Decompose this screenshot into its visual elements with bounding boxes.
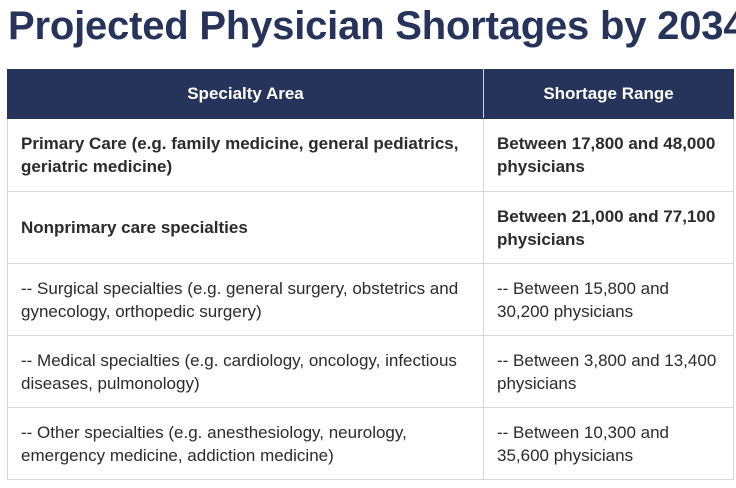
column-header-range: Shortage Range xyxy=(483,69,734,119)
page-title: Projected Physician Shortages by 2034 xyxy=(8,4,736,48)
specialty-cell: -- Surgical specialties (e.g. general su… xyxy=(7,263,484,336)
range-cell: Between 17,800 and 48,000 physicians xyxy=(483,118,734,192)
table-header-row: Specialty Area Shortage Range xyxy=(7,69,734,119)
specialty-cell: -- Medical specialties (e.g. cardiology,… xyxy=(7,335,484,408)
table-row: -- Other specialties (e.g. anesthesiolog… xyxy=(7,407,734,480)
range-cell: Between 21,000 and 77,100 physicians xyxy=(483,191,734,264)
table-row: -- Medical specialties (e.g. cardiology,… xyxy=(7,335,734,408)
table-row: Primary Care (e.g. family medicine, gene… xyxy=(7,118,734,192)
range-cell: -- Between 3,800 and 13,400 physicians xyxy=(483,335,734,408)
range-cell: -- Between 10,300 and 35,600 physicians xyxy=(483,407,734,480)
column-header-specialty: Specialty Area xyxy=(7,69,484,119)
specialty-cell: Primary Care (e.g. family medicine, gene… xyxy=(7,118,484,192)
shortage-table: Specialty Area Shortage Range Primary Ca… xyxy=(7,69,734,480)
specialty-cell: -- Other specialties (e.g. anesthesiolog… xyxy=(7,407,484,480)
table-row: Nonprimary care specialties Between 21,0… xyxy=(7,191,734,264)
range-cell: -- Between 15,800 and 30,200 physicians xyxy=(483,263,734,336)
specialty-cell: Nonprimary care specialties xyxy=(7,191,484,264)
table-row: -- Surgical specialties (e.g. general su… xyxy=(7,263,734,336)
